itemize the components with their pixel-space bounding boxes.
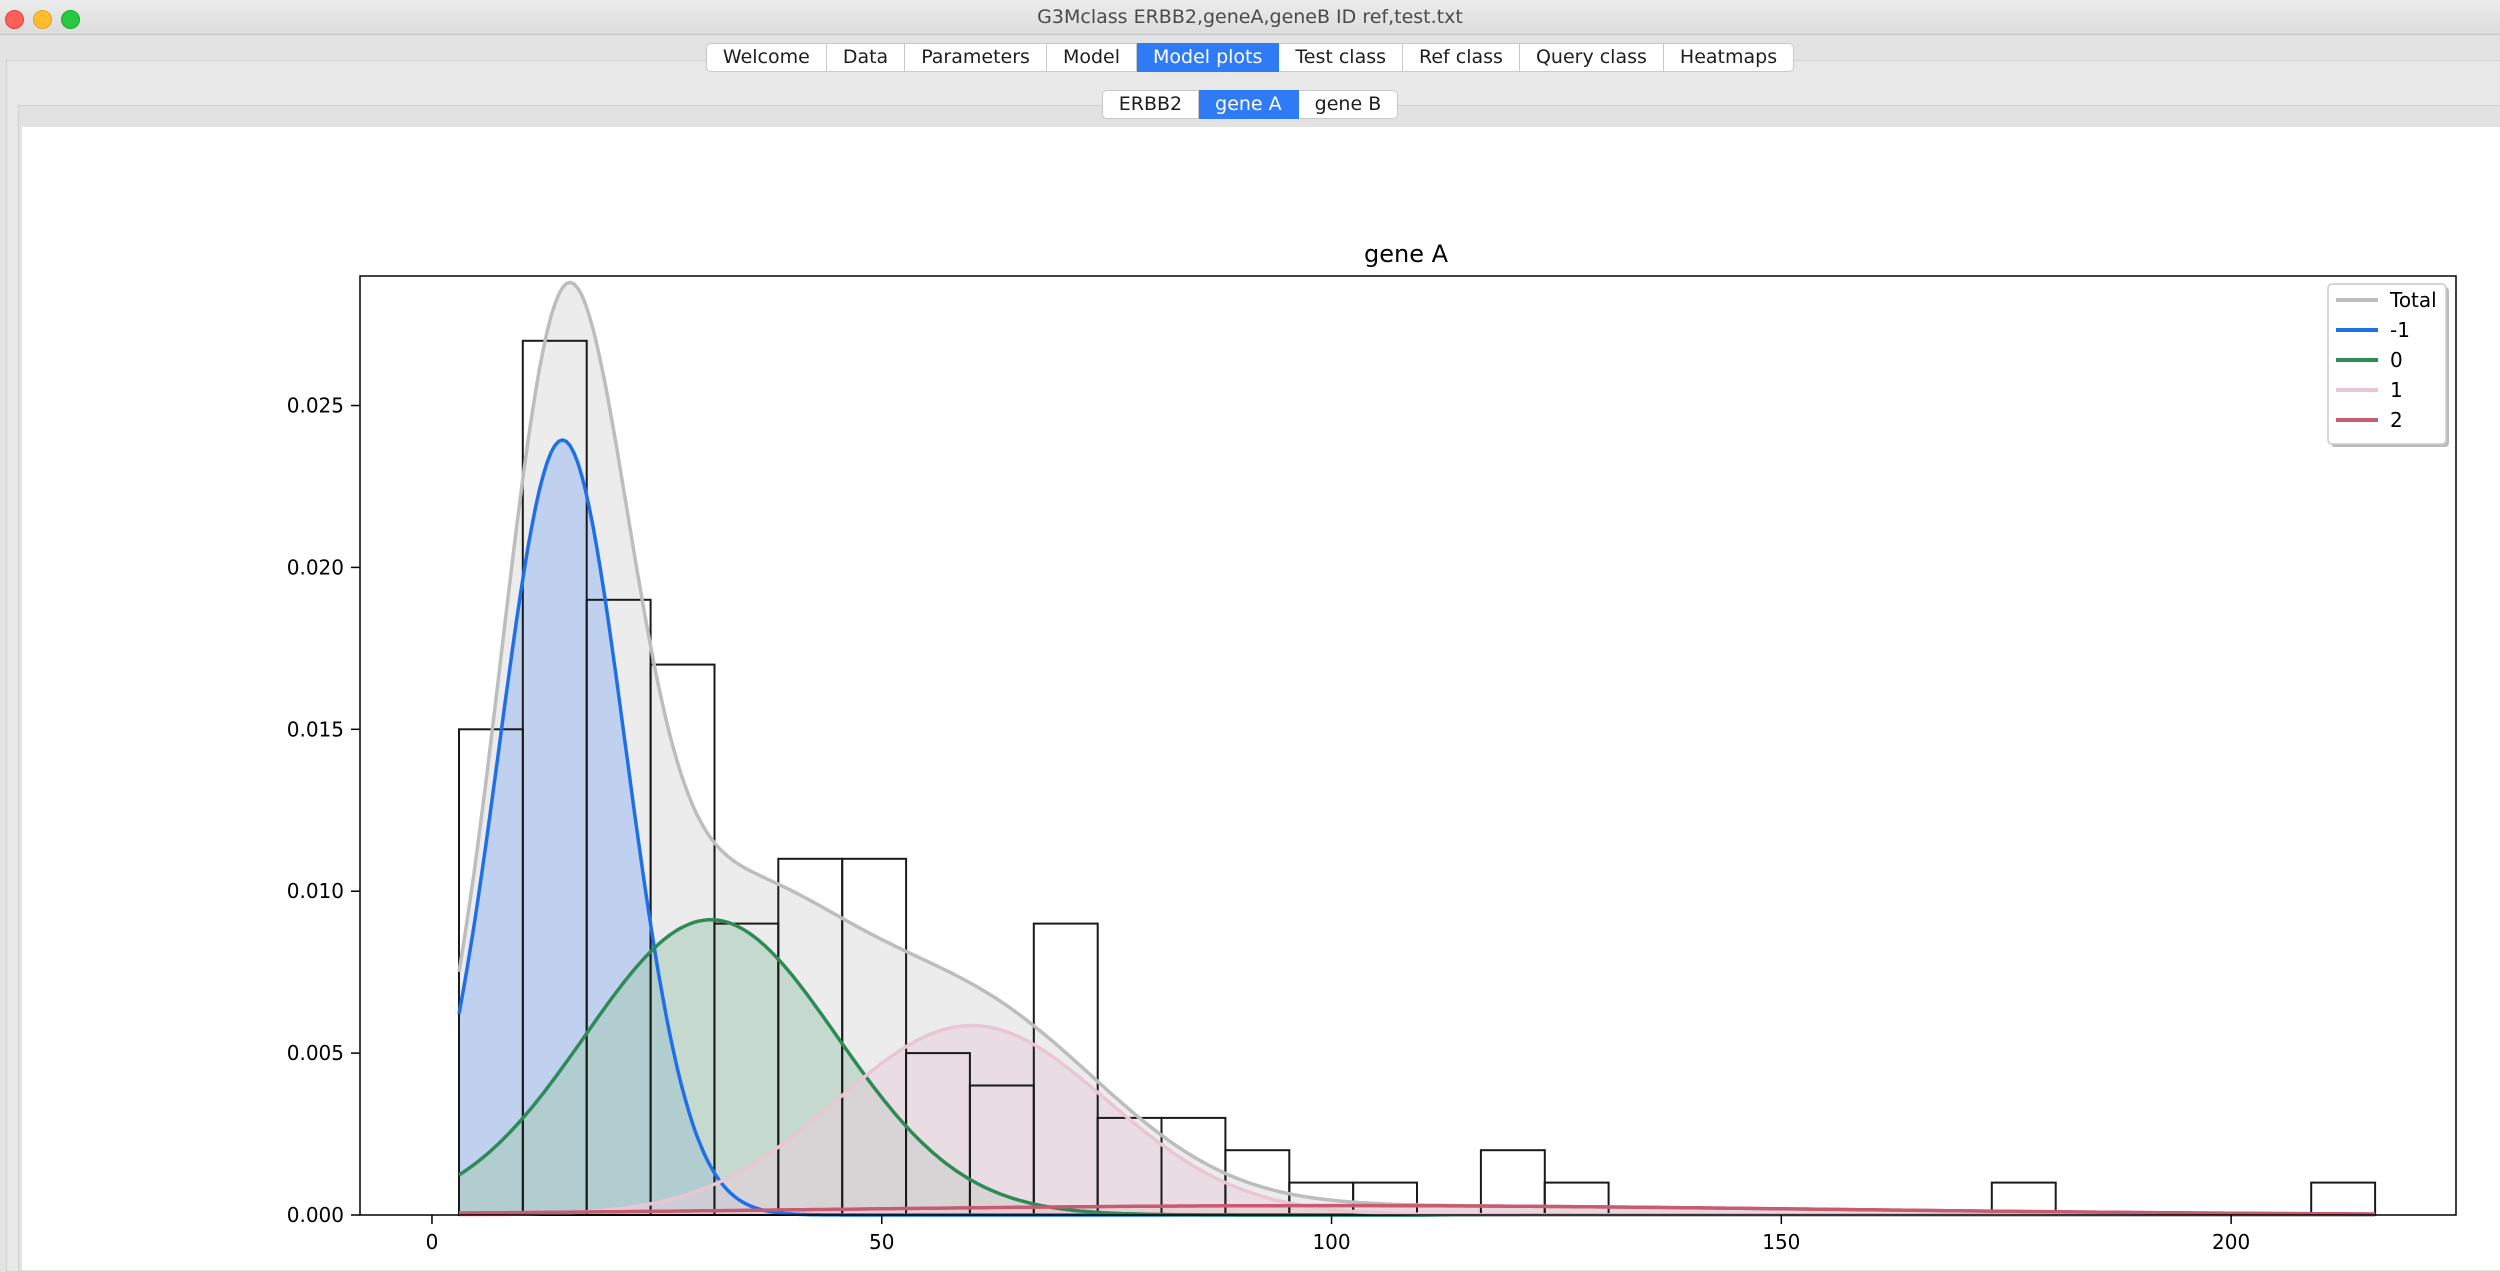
y-tick-label: 0.005: [287, 1041, 344, 1065]
tab-model[interactable]: Model: [1046, 43, 1137, 72]
x-tick-label: 100: [1312, 1230, 1350, 1254]
tab-heatmaps[interactable]: Heatmaps: [1663, 43, 1795, 72]
subtab-gene-a[interactable]: gene A: [1199, 90, 1299, 119]
series-line-2: [459, 1203, 2375, 1216]
tab-ref-class[interactable]: Ref class: [1403, 43, 1520, 72]
y-tick-label: 0.010: [287, 879, 344, 903]
subtab-erbb2[interactable]: ERBB2: [1101, 90, 1200, 119]
x-tick-label: 150: [1762, 1230, 1800, 1254]
legend-label: 2: [2390, 408, 2403, 432]
y-tick-label: 0.015: [287, 717, 344, 741]
tab-data[interactable]: Data: [826, 43, 906, 72]
series-fill-1: [458, 1025, 2376, 1215]
minimize-window-icon[interactable]: [33, 10, 52, 29]
x-tick-label: 50: [869, 1230, 894, 1254]
close-window-icon[interactable]: [5, 10, 24, 29]
legend-label: 1: [2390, 378, 2403, 402]
histogram-bar: [2310, 1181, 2377, 1216]
zoom-window-icon[interactable]: [61, 10, 80, 29]
plot-frame: [359, 275, 2457, 1216]
x-tick-label: 0: [426, 1230, 439, 1254]
tab-query-class[interactable]: Query class: [1519, 43, 1664, 72]
y-tick-label: 0.025: [287, 394, 344, 418]
window-titlebar: G3Mclass ERBB2,geneA,geneB ID ref,test.t…: [0, 0, 2500, 35]
legend-label: -1: [2390, 318, 2410, 342]
x-tick-label: 200: [2212, 1230, 2250, 1254]
legend-label: Total: [2389, 288, 2437, 312]
legend-label: 0: [2390, 348, 2403, 372]
tab-welcome[interactable]: Welcome: [705, 43, 827, 72]
window-title: G3Mclass ERBB2,geneA,geneB ID ref,test.t…: [1037, 6, 1463, 28]
chart-title: gene A: [1364, 240, 1449, 268]
plot-canvas: [22, 127, 2500, 1270]
series-fill-total: [458, 282, 2376, 1215]
y-tick-label: 0.020: [287, 555, 344, 579]
tab-parameters[interactable]: Parameters: [905, 43, 1047, 72]
legend-box: [2327, 283, 2447, 445]
subtab-gene-b[interactable]: gene B: [1298, 90, 1399, 119]
tab-model-plots[interactable]: Model plots: [1136, 43, 1280, 72]
main-tab-bar: Welcome Data Parameters Model Model plots Tes…: [0, 43, 2500, 72]
tab-test-class[interactable]: Test class: [1279, 43, 1404, 72]
y-tick-label: 0.000: [287, 1203, 344, 1227]
